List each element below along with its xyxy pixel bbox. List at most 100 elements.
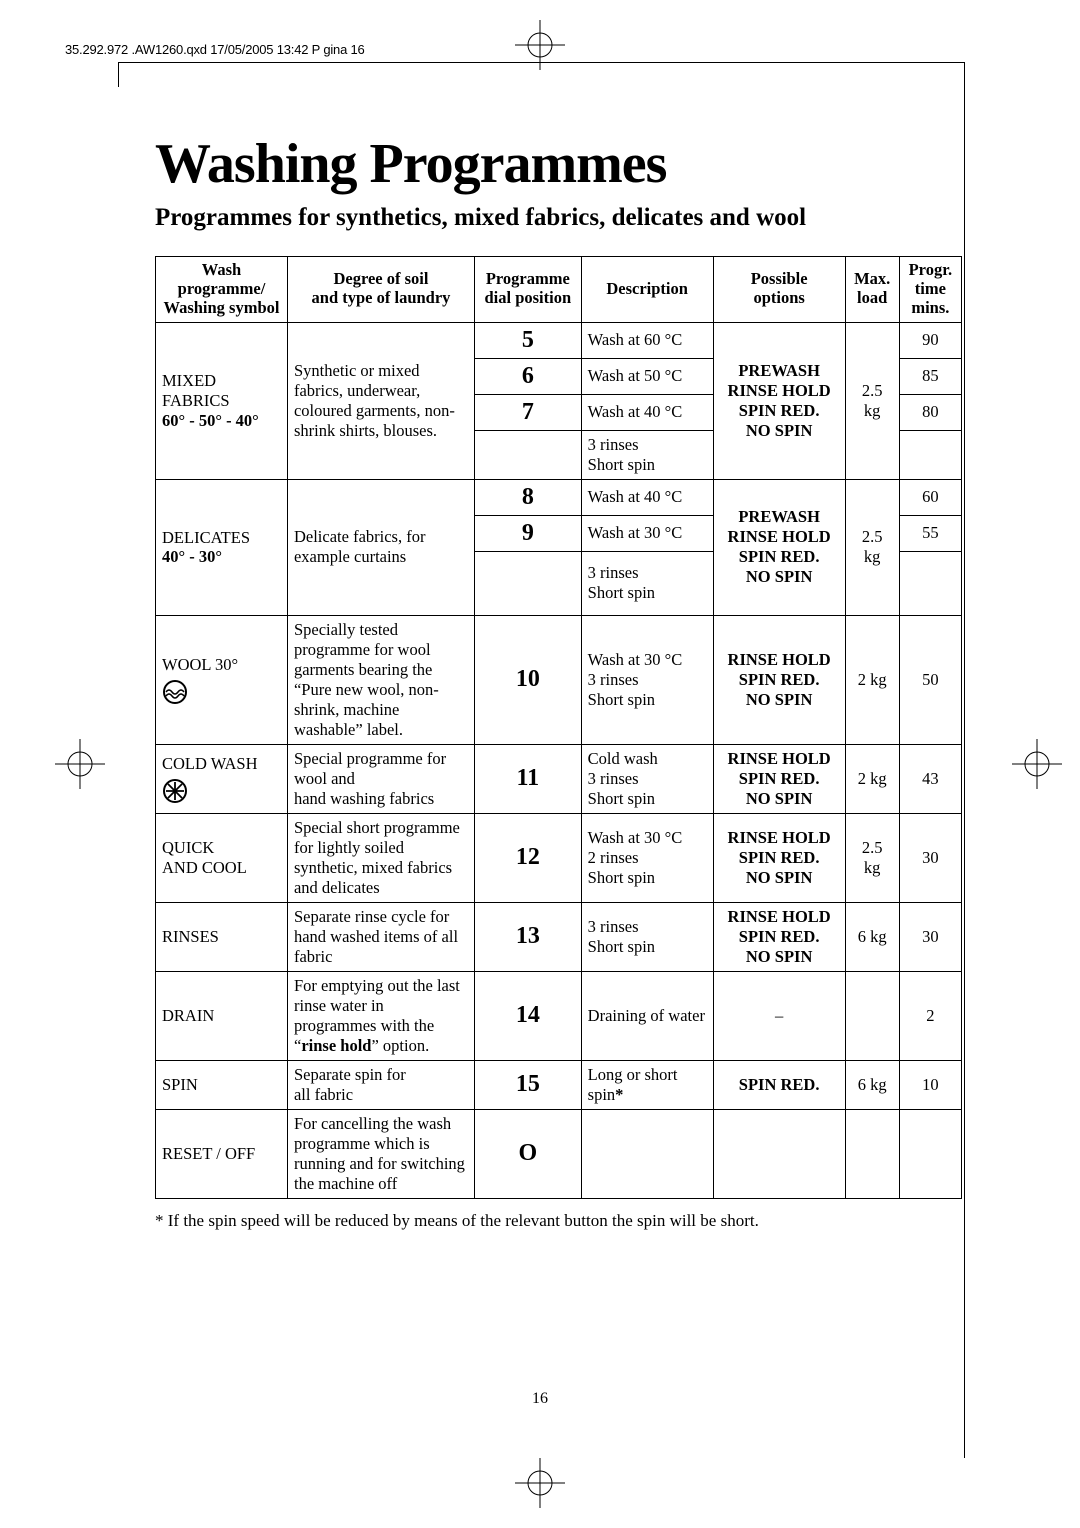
cell-soil: For cancelling the wash programme which … [287, 1109, 474, 1198]
cell-programme: COLD WASH [156, 744, 288, 813]
cell-dial: 5 [474, 322, 581, 358]
cell-dial: 13 [474, 902, 581, 971]
text: COLD WASH [162, 754, 258, 773]
page-title: Washing Programmes [155, 132, 962, 196]
cell-desc: Wash at 30 °C [581, 515, 713, 551]
edge-right [964, 62, 965, 1458]
wool-icon [162, 679, 188, 705]
cell-programme: QUICK AND COOL [156, 813, 288, 902]
table-row: SPIN Separate spin forall fabric 15 Long… [156, 1060, 962, 1109]
cell-programme: SPIN [156, 1060, 288, 1109]
table-row: QUICK AND COOL Special short programme f… [156, 813, 962, 902]
text: 60° - 50° - 40° [162, 411, 259, 430]
cell-soil: Separate spin forall fabric [287, 1060, 474, 1109]
cell-options [713, 1109, 845, 1198]
text: FABRICS [162, 391, 230, 410]
cell-desc: 3 rinsesShort spin [581, 551, 713, 615]
th-options: Possibleoptions [713, 257, 845, 323]
cell-dial [474, 551, 581, 615]
cell-dial [474, 430, 581, 479]
cell-time: 60 [899, 479, 961, 515]
cell-time: 50 [899, 615, 961, 744]
cell-desc: Wash at 30 °C3 rinsesShort spin [581, 615, 713, 744]
cell-soil: Special short programme for lightly soil… [287, 813, 474, 902]
cell-time: 90 [899, 322, 961, 358]
cell-programme: RINSES [156, 902, 288, 971]
cell-load: 2 kg [845, 615, 899, 744]
cell-load: 6 kg [845, 902, 899, 971]
cell-desc: Cold wash3 rinsesShort spin [581, 744, 713, 813]
cell-dial: 12 [474, 813, 581, 902]
cell-desc: 3 rinsesShort spin [581, 902, 713, 971]
cell-options: RINSE HOLDSPIN RED.NO SPIN [713, 615, 845, 744]
cell-time: 30 [899, 813, 961, 902]
table-header-row: Wash programme/Washing symbol Degree of … [156, 257, 962, 323]
crop-mark-icon [55, 739, 105, 789]
cell-desc: Draining of water [581, 971, 713, 1060]
footnote: * If the spin speed will be reduced by m… [155, 1211, 962, 1231]
table-row: WOOL 30° Specially tested programme for … [156, 615, 962, 744]
crop-mark-icon [515, 20, 565, 70]
cell-options: RINSE HOLDSPIN RED.NO SPIN [713, 813, 845, 902]
cell-programme: RESET / OFF [156, 1109, 288, 1198]
cell-time: 10 [899, 1060, 961, 1109]
cell-time: 55 [899, 515, 961, 551]
th-soil: Degree of soiland type of laundry [287, 257, 474, 323]
cell-dial: 6 [474, 358, 581, 394]
text: MIXED [162, 371, 216, 390]
cell-desc: Wash at 40 °C [581, 394, 713, 430]
print-slug: 35.292.972 .AW1260.qxd 17/05/2005 13:42 … [65, 42, 365, 57]
text: * [615, 1085, 623, 1104]
cell-desc: Wash at 30 °C2 rinsesShort spin [581, 813, 713, 902]
cell-load [845, 1109, 899, 1198]
table-row: DRAIN For emptying out the last rinse wa… [156, 971, 962, 1060]
cell-dial: 7 [474, 394, 581, 430]
table-row: COLD WASH Special programme for wool and… [156, 744, 962, 813]
table-row: RINSES Separate rinse cycle for hand was… [156, 902, 962, 971]
crop-mark-icon [1012, 739, 1062, 789]
cell-desc: Long or short spin* [581, 1060, 713, 1109]
cell-programme: MIXED FABRICS 60° - 50° - 40° [156, 322, 288, 479]
cell-time: 2 [899, 971, 961, 1060]
th-description: Description [581, 257, 713, 323]
text: DELICATES [162, 528, 250, 547]
cell-dial: 11 [474, 744, 581, 813]
th-programme: Wash programme/Washing symbol [156, 257, 288, 323]
cell-dial: 14 [474, 971, 581, 1060]
cell-load [845, 971, 899, 1060]
cell-options: RINSE HOLDSPIN RED.NO SPIN [713, 902, 845, 971]
th-dial: Programmedial position [474, 257, 581, 323]
text: AND COOL [162, 858, 247, 877]
cell-desc: 3 rinsesShort spin [581, 430, 713, 479]
page-subtitle: Programmes for synthetics, mixed fabrics… [155, 204, 962, 232]
cell-time [899, 430, 961, 479]
text: 40° - 30° [162, 547, 222, 566]
cell-time [899, 551, 961, 615]
text: WOOL 30° [162, 655, 238, 674]
crop-mark-icon [515, 1458, 565, 1508]
cell-programme: DRAIN [156, 971, 288, 1060]
cell-load: 2.5 kg [845, 479, 899, 615]
text: QUICK [162, 838, 214, 857]
page-number: 16 [532, 1390, 548, 1408]
cell-load: 6 kg [845, 1060, 899, 1109]
table-row: RESET / OFF For cancelling the wash prog… [156, 1109, 962, 1198]
snowflake-icon [162, 778, 188, 804]
cell-soil: Separate rinse cycle for hand washed ite… [287, 902, 474, 971]
cell-soil: Special programme for wool andhand washi… [287, 744, 474, 813]
cell-options: – [713, 971, 845, 1060]
cell-desc: Wash at 60 °C [581, 322, 713, 358]
cell-options: SPIN RED. [713, 1060, 845, 1109]
cell-dial: 10 [474, 615, 581, 744]
cell-programme: DELICATES 40° - 30° [156, 479, 288, 615]
cell-time: 80 [899, 394, 961, 430]
text: rinse hold [301, 1036, 371, 1055]
table-row: MIXED FABRICS 60° - 50° - 40° Synthetic … [156, 322, 962, 358]
cell-load: 2.5 kg [845, 322, 899, 479]
cell-load: 2 kg [845, 744, 899, 813]
cell-time: 85 [899, 358, 961, 394]
cell-desc: Wash at 50 °C [581, 358, 713, 394]
cell-time: 30 [899, 902, 961, 971]
cell-options: PREWASHRINSE HOLDSPIN RED.NO SPIN [713, 322, 845, 479]
edge-left [118, 62, 119, 87]
